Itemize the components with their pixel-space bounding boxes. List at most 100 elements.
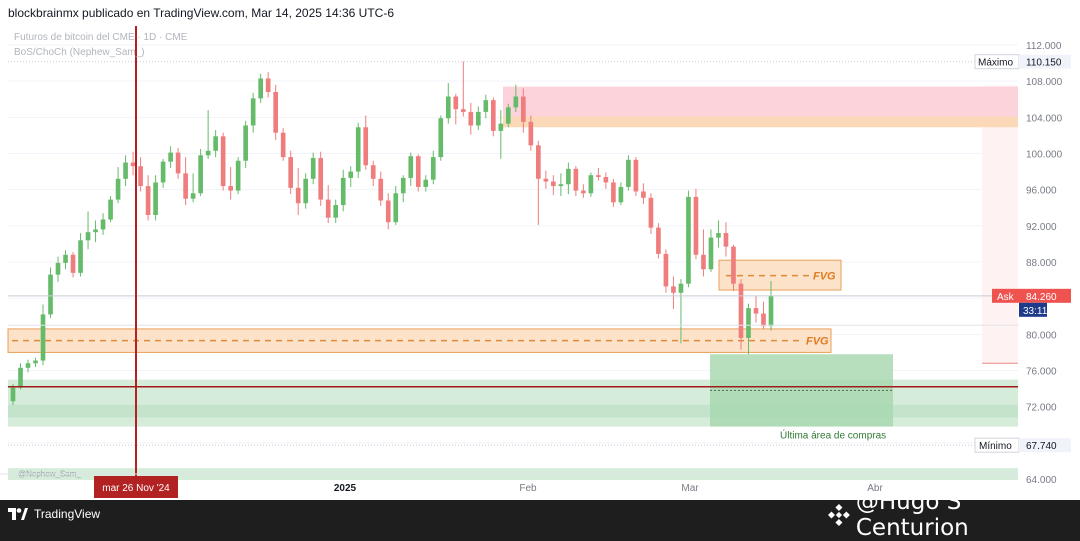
candle-body[interactable] [603, 177, 609, 183]
candle-body[interactable] [78, 240, 83, 273]
candle-body[interactable] [543, 178, 549, 182]
candle-body[interactable] [265, 78, 271, 93]
candle-body[interactable] [258, 78, 263, 99]
price-axis[interactable]: 112.000 108.000 104.000 100.000 96.000 92.000… [974, 41, 1071, 486]
candle-body[interactable] [708, 237, 714, 270]
candle-body[interactable] [370, 165, 376, 179]
candle-body[interactable] [423, 179, 429, 187]
legend-indicator[interactable]: BoS/ChoCh (Nephew_Sam_) [14, 47, 145, 58]
candle-body[interactable] [355, 127, 361, 172]
candle-body[interactable] [521, 96, 526, 122]
candle-body[interactable] [453, 96, 459, 110]
candle-body[interactable] [213, 136, 218, 151]
candle-body[interactable] [220, 136, 226, 187]
candle-body[interactable] [475, 111, 481, 126]
candle-body[interactable] [325, 199, 331, 218]
candle-body[interactable] [633, 159, 639, 192]
candle-body[interactable] [205, 150, 211, 156]
candle-body[interactable] [228, 186, 233, 191]
candle-body[interactable] [445, 96, 451, 119]
candle-body[interactable] [235, 160, 241, 191]
candle-body[interactable] [145, 186, 151, 215]
candle-body[interactable] [130, 162, 136, 167]
candle-body[interactable] [85, 232, 91, 241]
candle-body[interactable] [378, 178, 384, 201]
candle-body[interactable] [40, 314, 46, 361]
candle-body[interactable] [641, 191, 646, 198]
candle-body[interactable] [55, 262, 61, 275]
candle-body[interactable] [558, 184, 564, 187]
candle-body[interactable] [738, 283, 744, 338]
candle-body[interactable] [573, 168, 579, 191]
candle-body[interactable] [198, 155, 203, 194]
tradingview-brand[interactable]: TradingView [8, 507, 100, 521]
candle-body[interactable] [468, 111, 474, 126]
candle-body[interactable] [626, 159, 631, 187]
candle-body[interactable] [10, 387, 16, 402]
candle-body[interactable] [731, 246, 736, 284]
candle-body[interactable] [250, 98, 256, 126]
chart[interactable]: @Nephew_Sam_Última área de comprasFVGFVG… [0, 26, 1080, 500]
candle-body[interactable] [310, 158, 316, 179]
candle-body[interactable] [333, 205, 339, 218]
candle-body[interactable] [490, 100, 496, 131]
candle-body[interactable] [168, 152, 173, 162]
candle-body[interactable] [100, 219, 106, 230]
candle-body[interactable] [25, 363, 31, 368]
legend-symbol[interactable]: Futuros de bitcoin del CME · 1D · CME [14, 32, 188, 43]
candle-body[interactable] [536, 145, 541, 179]
candle-body[interactable] [160, 161, 166, 183]
candle-body[interactable] [506, 107, 511, 124]
candle-body[interactable] [48, 274, 53, 315]
candle-body[interactable] [70, 254, 76, 273]
candle-body[interactable] [123, 162, 128, 179]
candle-body[interactable] [460, 109, 466, 112]
time-axis[interactable]: 2025 Feb Mar Abr mar 26 Nov '24 [0, 473, 1018, 498]
candle-body[interactable] [138, 166, 143, 187]
candle-body[interactable] [663, 253, 669, 287]
candle-body[interactable] [340, 177, 346, 206]
candle-body[interactable] [63, 254, 68, 263]
candles[interactable] [10, 61, 774, 405]
candle-body[interactable] [363, 127, 369, 166]
candle-body[interactable] [175, 152, 181, 174]
candle-body[interactable] [513, 96, 519, 108]
candle-body[interactable] [303, 178, 309, 204]
candle-body[interactable] [528, 121, 534, 146]
candle-body[interactable] [723, 233, 729, 247]
candle-body[interactable] [318, 158, 324, 200]
candle-body[interactable] [93, 229, 98, 233]
candle-body[interactable] [415, 156, 421, 187]
candle-body[interactable] [678, 283, 684, 293]
candle-body[interactable] [393, 193, 399, 223]
candle-body[interactable] [588, 175, 594, 194]
candle-body[interactable] [153, 182, 158, 215]
candle-body[interactable] [108, 199, 113, 220]
candle-body[interactable] [761, 313, 766, 327]
candle-body[interactable] [273, 92, 278, 133]
candle-body[interactable] [115, 178, 121, 200]
candle-body[interactable] [408, 156, 414, 178]
candle-body[interactable] [746, 308, 751, 338]
candle-body[interactable] [768, 295, 774, 327]
candle-body[interactable] [498, 123, 504, 131]
candle-body[interactable] [288, 157, 294, 188]
candle-body[interactable] [693, 196, 699, 255]
candle-body[interactable] [385, 200, 391, 223]
candle-body[interactable] [33, 360, 38, 364]
candle-body[interactable] [566, 168, 571, 185]
candle-body[interactable] [348, 171, 354, 178]
candle-body[interactable] [280, 132, 286, 158]
candle-body[interactable] [716, 233, 721, 238]
candle-body[interactable] [295, 187, 301, 204]
candle-body[interactable] [656, 227, 661, 254]
candle-body[interactable] [648, 197, 654, 228]
candle-body[interactable] [438, 118, 444, 158]
candle-body[interactable] [596, 175, 601, 178]
candle-body[interactable] [183, 173, 188, 199]
candle-body[interactable] [581, 190, 586, 194]
candle-body[interactable] [400, 177, 406, 194]
candle-body[interactable] [753, 308, 759, 314]
candle-body[interactable] [671, 286, 676, 293]
candle-body[interactable] [701, 254, 706, 270]
